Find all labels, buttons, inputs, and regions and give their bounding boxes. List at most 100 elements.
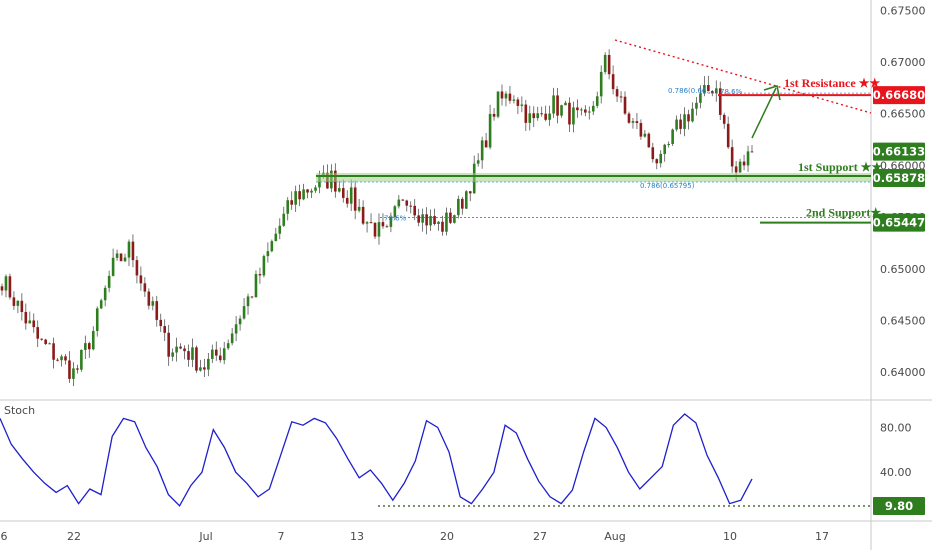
resistance-price-tag-bg	[873, 86, 925, 105]
support-2-price-tag: 0.65447	[873, 216, 925, 230]
candle-body	[552, 95, 555, 114]
candle-body	[560, 105, 563, 116]
candle-body	[520, 104, 524, 106]
candle-body	[76, 368, 79, 370]
candle-body	[655, 159, 659, 164]
candle-body	[123, 257, 127, 262]
support-1-label: 1st Support ★★	[798, 160, 882, 174]
candle-body	[254, 274, 258, 298]
support-2-price-tag-bg	[873, 213, 925, 232]
candle-body	[588, 111, 591, 113]
candle-body	[746, 151, 750, 166]
candle-body	[711, 91, 714, 94]
candle-body	[703, 85, 706, 94]
candle-body	[425, 214, 428, 226]
price-tick-label: 0.67000	[880, 56, 926, 69]
candle-body	[584, 109, 587, 113]
fib-label-resistance: 0.786(0.66...	[668, 87, 713, 95]
candle-body	[238, 318, 242, 325]
candle-body	[345, 197, 349, 204]
candle-body	[361, 206, 365, 224]
candle-body	[461, 198, 464, 209]
candle-body	[480, 140, 484, 161]
support-zone	[316, 173, 871, 183]
stoch-line	[0, 413, 753, 507]
candle-body	[607, 54, 611, 75]
candle-body	[536, 113, 540, 119]
candle-body	[564, 102, 567, 106]
candle-body	[290, 200, 293, 205]
candle-body	[659, 153, 663, 164]
candle-body	[242, 306, 246, 319]
candle-body	[572, 107, 575, 125]
candle-body	[60, 356, 63, 361]
stoch-tick-label: 80.00	[880, 421, 912, 434]
stoch-level-tag-bg	[873, 497, 925, 516]
candle-body	[357, 206, 361, 211]
candle-body	[175, 346, 178, 353]
candle-body	[230, 333, 234, 344]
candle-body	[457, 198, 460, 216]
descending-trendline	[614, 39, 872, 114]
candle-body	[647, 133, 651, 148]
candle-body	[393, 206, 397, 217]
date-tick-label: Aug	[604, 530, 625, 543]
candle-body	[512, 99, 516, 101]
candle-body	[623, 96, 627, 114]
candle-body	[84, 343, 87, 350]
candle-body	[417, 215, 420, 223]
candle-body	[258, 274, 262, 276]
candle-body	[278, 225, 282, 234]
candle-body	[488, 113, 492, 148]
candle-body	[338, 188, 341, 192]
candle-body	[409, 205, 413, 207]
candle-body	[52, 343, 55, 360]
candle-body	[274, 233, 278, 242]
price-tick-label: 0.64000	[880, 366, 926, 379]
candle-body	[397, 199, 401, 207]
price-tick-label: 0.67500	[880, 4, 926, 17]
candle-body	[385, 226, 389, 228]
price-tick-label: 0.65000	[880, 263, 926, 276]
candle-body	[699, 93, 702, 103]
candle-body	[214, 349, 218, 356]
candle-body	[64, 356, 67, 361]
candle-body	[603, 54, 607, 72]
candle-body	[643, 133, 647, 137]
candle-body	[568, 102, 571, 125]
candle-body	[365, 222, 369, 224]
candle-body	[508, 93, 512, 101]
projection-arrow-head	[763, 85, 781, 101]
candle-body	[341, 188, 345, 198]
candle-body	[286, 200, 290, 214]
support-1-price-tag: 0.65878	[873, 171, 925, 185]
fib-label-support: 0.786(0.65795)	[640, 182, 695, 190]
candle-body	[203, 367, 206, 370]
candle-body	[726, 123, 730, 148]
candle-body	[88, 343, 91, 350]
candle-body	[159, 319, 163, 327]
candle-body	[163, 326, 166, 333]
candle-body	[262, 256, 266, 276]
candle-body	[179, 346, 182, 349]
candle-body	[226, 343, 230, 349]
candle-body	[544, 113, 547, 120]
candle-body	[91, 330, 95, 350]
support-2-label: 2nd Support★	[806, 206, 881, 220]
support-1-price-tag-bg	[873, 169, 925, 188]
candle-body	[28, 320, 32, 324]
candle-body	[528, 113, 532, 123]
candle-body	[171, 352, 174, 357]
candle-body	[16, 300, 20, 306]
candle-body	[433, 216, 436, 225]
candle-body	[742, 161, 746, 166]
date-tick-label: 10	[723, 530, 737, 543]
candles	[0, 49, 754, 387]
candle-body	[99, 300, 103, 309]
projection-arrow-shaft	[751, 87, 777, 139]
fib-label-2nd-support-pct: 78.6%	[384, 215, 407, 223]
candle-body	[730, 147, 734, 167]
candle-body	[516, 99, 520, 106]
